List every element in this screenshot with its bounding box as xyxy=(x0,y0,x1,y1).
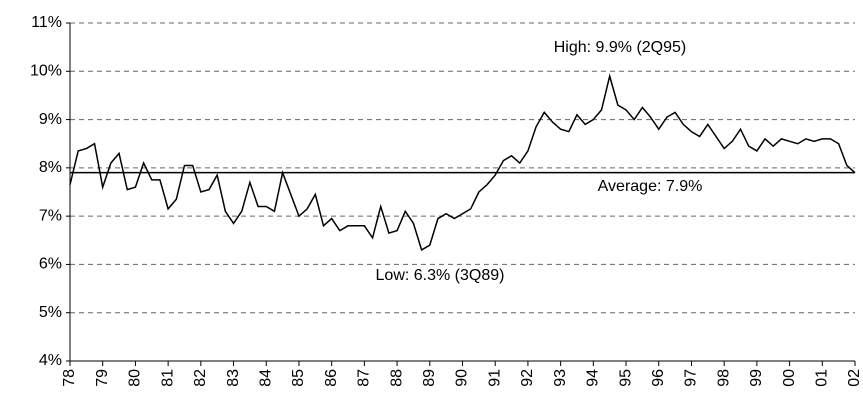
x-tick-label: 85 xyxy=(290,369,307,387)
x-tick-label: 94 xyxy=(585,369,602,387)
x-tick-label: 78 xyxy=(61,369,78,387)
x-tick-label: 83 xyxy=(225,369,242,387)
high-annotation: High: 9.9% (2Q95) xyxy=(554,39,687,56)
x-tick-label: 00 xyxy=(781,369,798,387)
x-tick-label: 97 xyxy=(683,369,700,387)
y-tick-label: 7% xyxy=(39,207,62,224)
x-tick-label: 90 xyxy=(454,369,471,387)
data-line xyxy=(69,73,856,252)
x-tick-label: 95 xyxy=(617,369,634,387)
x-tick-label: 91 xyxy=(486,369,503,387)
x-tick-label: 84 xyxy=(257,369,274,387)
x-tick-label: 99 xyxy=(748,369,765,387)
x-tick-label: 79 xyxy=(94,369,111,387)
x-tick-label: 80 xyxy=(127,369,144,387)
x-tick-label: 88 xyxy=(388,369,405,387)
y-tick-label: 6% xyxy=(39,256,62,273)
x-tick-label: 86 xyxy=(323,369,340,387)
x-tick-label: 92 xyxy=(519,369,536,387)
y-tick-label: 9% xyxy=(39,111,62,128)
x-tick-label: 02 xyxy=(846,369,863,387)
x-tick-label: 87 xyxy=(356,369,373,387)
x-tick-label: 93 xyxy=(552,369,569,387)
y-tick-label: 10% xyxy=(30,63,62,80)
y-tick-label: 11% xyxy=(31,14,62,31)
x-tick-label: 89 xyxy=(421,369,438,387)
y-tick-label: 8% xyxy=(39,159,62,176)
average-label: Average: 7.9% xyxy=(598,178,703,195)
x-tick-label: 81 xyxy=(159,369,176,387)
x-tick-label: 98 xyxy=(715,369,732,387)
x-tick-label: 01 xyxy=(814,369,831,387)
y-tick-label: 5% xyxy=(39,304,62,321)
y-tick-label: 4% xyxy=(39,352,62,369)
low-annotation: Low: 6.3% (3Q89) xyxy=(376,267,505,284)
x-tick-label: 82 xyxy=(192,369,209,387)
x-tick-label: 96 xyxy=(650,369,667,387)
